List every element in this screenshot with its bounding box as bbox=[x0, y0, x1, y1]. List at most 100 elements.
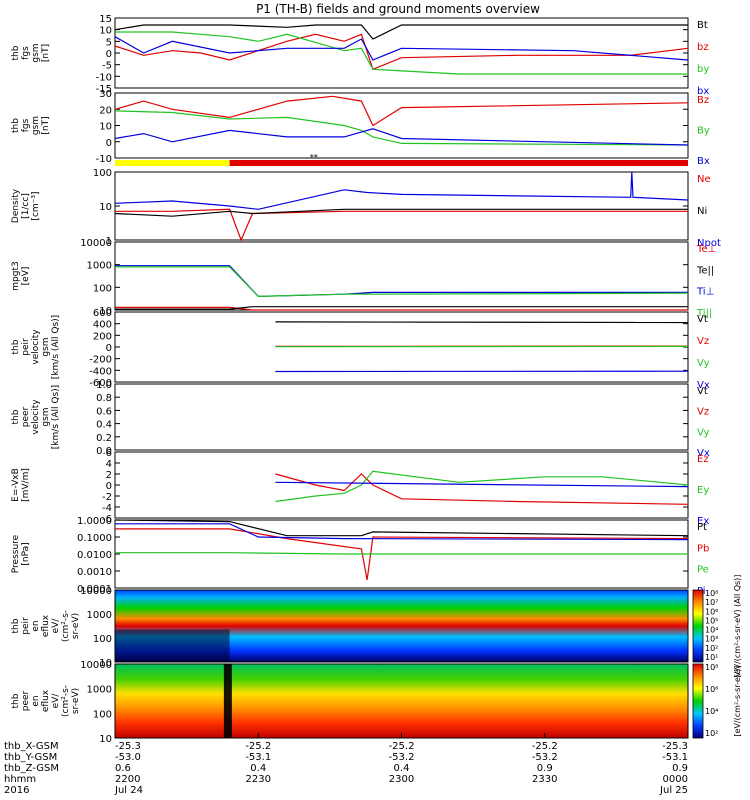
series-line-pb bbox=[115, 528, 689, 581]
spectrogram-gap bbox=[223, 664, 232, 738]
orbit-row-value: -25.2 bbox=[532, 741, 558, 752]
series-line-bz bbox=[114, 95, 689, 127]
legend-entry: Pb bbox=[697, 543, 709, 554]
orbit-row-value: Jul 25 bbox=[659, 785, 688, 796]
series-line-ti bbox=[115, 265, 688, 298]
y-tick-label: 2 bbox=[106, 470, 112, 481]
y-tick-label: 0.6 bbox=[96, 406, 112, 417]
legend-entry: By bbox=[697, 126, 710, 137]
y-axis-label: eV/ bbox=[51, 693, 61, 709]
orbit-row-label: thb_Z-GSM bbox=[4, 763, 59, 774]
y-tick-label: 30 bbox=[99, 89, 112, 100]
series-line-vt bbox=[275, 321, 689, 324]
y-axis-label: peer bbox=[21, 690, 31, 711]
y-tick-label: 6 bbox=[106, 448, 112, 459]
legend-entry: Vy bbox=[697, 358, 710, 369]
y-axis-label: [cm⁻³] bbox=[31, 191, 41, 220]
y-axis-label: [eV] bbox=[21, 267, 31, 286]
y-axis-label: gsm bbox=[31, 116, 41, 135]
colorbar-tick-label: 10³ bbox=[705, 635, 718, 644]
y-tick-label: 0.0100 bbox=[77, 550, 112, 561]
colorbar-tick-label: 10² bbox=[705, 644, 718, 653]
y-axis-label: sr-eV) bbox=[71, 688, 81, 714]
y-tick-label: 0.0 bbox=[96, 446, 112, 457]
y-axis-label: peer bbox=[21, 406, 31, 427]
y-axis-label: mpgt3 bbox=[11, 261, 21, 290]
colorbar-tick-label: 10⁶ bbox=[705, 685, 718, 694]
orbit-row-value: -25.2 bbox=[389, 741, 415, 752]
y-tick-label: 0 bbox=[106, 138, 112, 149]
y-tick-label: 200 bbox=[93, 331, 112, 342]
y-axis-label: [1/cc] bbox=[21, 193, 31, 219]
y-axis-label: velocity bbox=[31, 329, 41, 365]
y-axis-label: gsm bbox=[41, 337, 51, 356]
y-tick-label: 10000 bbox=[80, 238, 112, 249]
y-tick-label: 0.2 bbox=[96, 433, 112, 444]
y-tick-label: 1.0 bbox=[96, 380, 112, 391]
legend-entry: Ti|| bbox=[696, 308, 712, 319]
y-tick-label: 20 bbox=[99, 105, 112, 116]
y-tick-label: -400 bbox=[89, 366, 112, 377]
y-tick-label: 0.8 bbox=[96, 393, 112, 404]
y-tick-label: 100 bbox=[93, 634, 112, 645]
status-bar-segment bbox=[115, 160, 230, 166]
orbit-row-label: thb_X-GSM bbox=[4, 741, 59, 752]
y-tick-label: 1000 bbox=[87, 685, 112, 696]
colorbar-tick-label: 10⁴ bbox=[705, 707, 718, 716]
y-axis-label: eV/ bbox=[51, 618, 61, 634]
y-tick-label: -15 bbox=[96, 84, 112, 95]
series-line-ne bbox=[115, 208, 688, 242]
panel-frame bbox=[114, 241, 689, 311]
colorbar-tick-label: 10⁸ bbox=[705, 663, 718, 672]
orbit-row-value: 2230 bbox=[246, 774, 271, 785]
orbit-row-value: 2330 bbox=[532, 774, 557, 785]
legend-entry: Ti⊥ bbox=[696, 287, 714, 298]
y-axis-label: [mV/m] bbox=[21, 468, 31, 502]
y-axis-label: en bbox=[31, 695, 41, 706]
legend-entry: by bbox=[697, 64, 709, 75]
y-tick-label: 10 bbox=[99, 658, 112, 669]
series-line-bz bbox=[114, 33, 689, 71]
legend-entry: Vy bbox=[697, 427, 710, 438]
colorbar-tick-label: 10⁶ bbox=[705, 607, 718, 616]
y-axis-label: gsm bbox=[41, 407, 51, 426]
y-axis-label: velocity bbox=[31, 399, 41, 435]
series-line-pt bbox=[114, 519, 689, 537]
colorbar bbox=[692, 663, 704, 739]
y-tick-label: 1000 bbox=[87, 261, 112, 272]
legend-entry: Ni bbox=[697, 206, 707, 217]
y-tick-label: 1000 bbox=[87, 610, 112, 621]
y-axis-label: [nT] bbox=[41, 116, 51, 134]
orbit-row-value: 2200 bbox=[115, 774, 140, 785]
y-axis-label: (cm²-s- bbox=[61, 610, 71, 642]
orbit-row-value: 0.6 bbox=[115, 763, 131, 774]
series-line-bt bbox=[114, 24, 688, 40]
y-tick-label: -10 bbox=[96, 154, 112, 165]
spectrogram-dark-region bbox=[115, 629, 230, 662]
legend-entry: Vt bbox=[697, 386, 708, 397]
y-tick-label: 15 bbox=[99, 14, 112, 25]
y-tick-label: -4 bbox=[102, 503, 112, 514]
legend-entry: bx bbox=[697, 86, 709, 97]
colorbar-label: [eV/(cm²-s-sr-eV) (All Qs)] bbox=[733, 575, 742, 678]
legend-entry: Bx bbox=[697, 156, 710, 167]
y-tick-label: 0 bbox=[106, 481, 112, 492]
orbit-row-value: 0.4 bbox=[250, 763, 266, 774]
y-tick-label: -600 bbox=[89, 378, 112, 389]
y-axis-label: thb bbox=[11, 409, 21, 424]
y-tick-label: 0.0010 bbox=[77, 567, 112, 578]
y-tick-label: 5 bbox=[106, 37, 112, 48]
y-axis-label: fgs bbox=[21, 118, 31, 132]
y-tick-label: 10 bbox=[99, 122, 112, 133]
series-line-ex bbox=[275, 481, 689, 488]
series-line-ti bbox=[115, 266, 689, 298]
legend-entry: Te|| bbox=[696, 265, 714, 276]
orbit-row-value: 0.4 bbox=[394, 763, 410, 774]
panel-frame bbox=[114, 451, 689, 519]
series-line-npot bbox=[114, 171, 689, 210]
legend-entry: Bz bbox=[697, 95, 709, 106]
y-tick-label: 0 bbox=[106, 49, 112, 60]
colorbar-tick-label: 10⁴ bbox=[705, 626, 718, 635]
y-axis-label: Pressure bbox=[11, 534, 21, 573]
y-tick-label: -5 bbox=[102, 61, 112, 72]
